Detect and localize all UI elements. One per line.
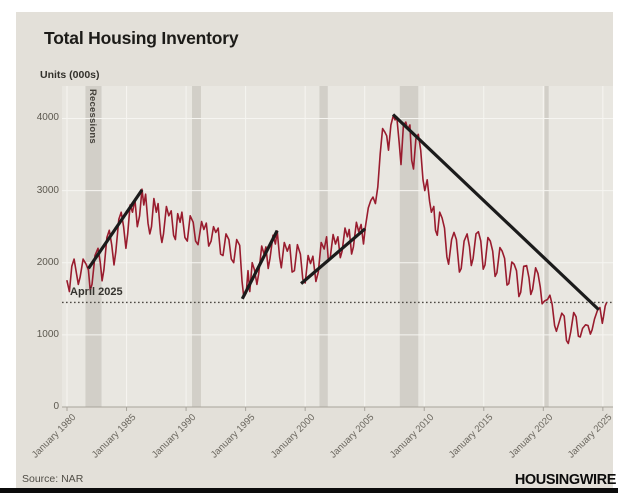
- y-tick-label: 4000: [36, 112, 59, 124]
- chart-title: Total Housing Inventory: [44, 28, 239, 48]
- bottom-rule: [0, 488, 618, 493]
- trendline-4: [391, 113, 600, 311]
- plot-background: [62, 86, 613, 407]
- trendline-3: [300, 227, 367, 285]
- y-tick-label: 1000: [36, 328, 59, 340]
- recession-band: [544, 86, 549, 407]
- reference-line-label: April 2025: [70, 286, 123, 298]
- recession-band: [192, 86, 201, 407]
- y-tick-label: 0: [53, 401, 59, 412]
- y-axis-title: Units (000s): [40, 69, 100, 81]
- inventory-series-line: [66, 114, 608, 345]
- recession-band: [85, 86, 102, 407]
- recessions-label: Recessions: [87, 89, 98, 144]
- source-note: Source: NAR: [22, 473, 84, 485]
- trendline-2: [240, 229, 279, 300]
- y-tick-label: 2000: [36, 256, 59, 268]
- trendline-1: [87, 188, 144, 270]
- housingwire-logo: HOUSINGWIRE: [514, 472, 617, 488]
- y-tick-label: 3000: [36, 184, 59, 196]
